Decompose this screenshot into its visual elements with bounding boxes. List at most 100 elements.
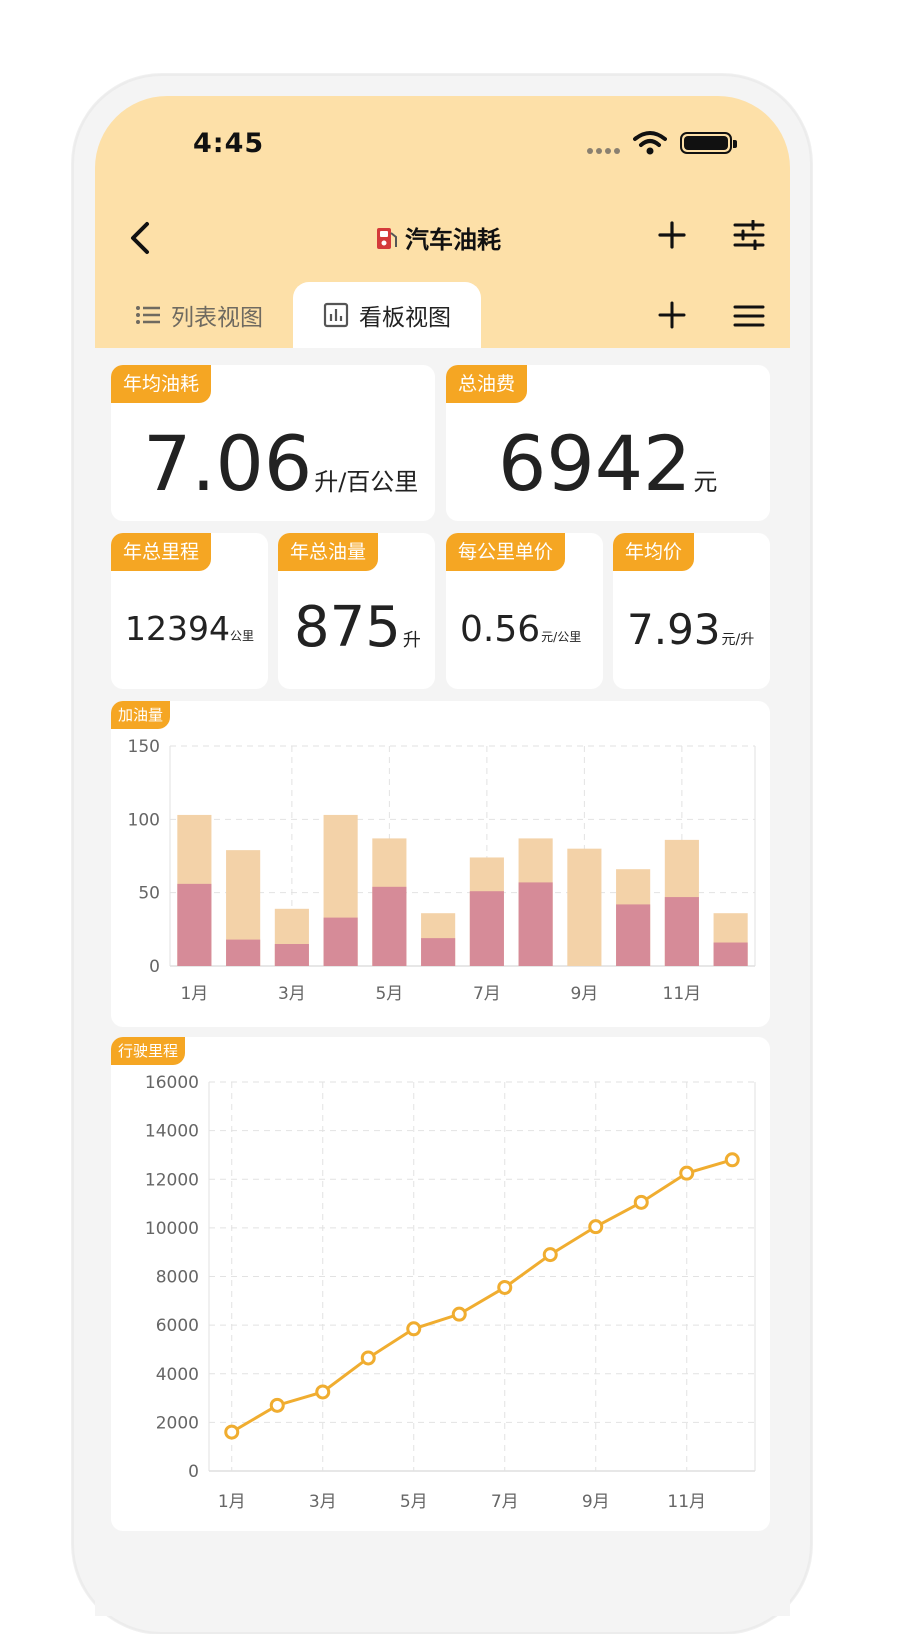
tab-list-view[interactable]: 列表视图 [135,282,263,348]
total-fuel-label: 年总油量 [278,533,379,571]
bar-part [616,904,651,966]
y-tick-label: 8000 [156,1268,199,1288]
y-tick-label: 4000 [156,1365,199,1385]
fuel-volume-chart-card: 加油量 0 50 100 150 1月 3月 5月 7月 9月 11月 [111,701,770,1027]
y-tick-label: 2000 [156,1413,199,1433]
mileage-line-chart: 0 2000 4000 6000 8000 10000 12000 14000 16000 1月 3… [145,1073,756,1512]
fuel-pump-icon [377,227,397,249]
data-point [406,1321,422,1337]
total-cost-value: 6942 [498,419,692,508]
x-tick-label: 9月 [582,1492,610,1512]
avg-consumption-card: 年均油耗 7.06 升/百公里 [111,365,435,521]
app-header: 4:45 汽车油耗 [95,96,790,348]
data-point [588,1219,604,1235]
cost-per-km-label: 每公里单价 [446,533,566,571]
total-fuel-card: 年总油量 875 升 [278,533,435,689]
avg-price-value-group: 7.93 元/升 [627,605,754,654]
x-tick-label: 1月 [218,1492,246,1512]
cost-per-km-card: 每公里单价 0.56 元/公里 [446,533,603,689]
data-point [451,1306,467,1322]
bar-part [274,944,309,966]
fuel-volume-bar-chart: 0 50 100 150 1月 3月 5月 7月 9月 11月 [128,737,756,1004]
avg-consumption-unit: 升/百公里 [314,468,419,496]
bar-part [469,891,504,966]
menu-icon[interactable] [733,304,765,328]
bar-part [713,942,748,966]
cost-per-km-value: 0.56 [460,609,541,650]
y-tick-label: 6000 [156,1316,199,1336]
x-tick-label: 3月 [309,1492,337,1512]
x-tick-label: 7月 [491,1492,519,1512]
total-mileage-value: 12394 [125,609,230,648]
add-record-icon[interactable] [658,301,686,329]
x-tick-label: 5月 [400,1492,428,1512]
data-point [269,1397,285,1413]
app-screen: 4:45 汽车油耗 [95,96,790,1616]
y-tick-label: 0 [188,1462,199,1482]
filter-sliders-icon[interactable] [733,220,765,250]
avg-price-value: 7.93 [627,605,721,654]
data-point [497,1279,513,1295]
y-tick-label: 100 [128,810,160,830]
avg-consumption-value-group: 7.06 升/百公里 [143,419,418,508]
avg-price-card: 年均价 7.93 元/升 [613,533,770,689]
bar-part [664,897,699,966]
y-tick-label: 0 [149,957,160,977]
data-point [224,1424,240,1440]
total-cost-unit: 元 [693,468,718,496]
add-icon[interactable] [657,220,687,250]
y-tick-label: 10000 [145,1219,199,1239]
total-mileage-unit: 公里 [229,629,254,643]
total-cost-card: 总油费 6942 元 [446,365,770,521]
total-fuel-value-group: 875 升 [294,595,421,660]
total-cost-label: 总油费 [446,365,528,403]
battery-icon [680,132,737,154]
total-mileage-label: 年总里程 [111,533,212,571]
x-tick-label: 7月 [473,984,501,1004]
y-tick-label: 14000 [145,1122,199,1142]
y-tick-label: 12000 [145,1170,199,1190]
y-tick-label: 150 [128,737,160,757]
bar-total [567,848,602,966]
tab-board-label: 看板视图 [359,305,451,331]
bar-part [518,882,553,966]
back-icon[interactable] [125,220,155,256]
x-tick-label: 1月 [180,984,208,1004]
data-point [724,1152,740,1168]
tab-board-view[interactable]: 看板视图 [293,282,481,348]
avg-price-unit: 元/升 [721,632,755,648]
avg-consumption-label: 年均油耗 [111,365,212,403]
mileage-chart-title: 行驶里程 [111,1037,186,1065]
x-tick-label: 3月 [278,984,306,1004]
bar-part [421,938,456,966]
tab-list-label: 列表视图 [171,305,263,331]
x-tick-label: 5月 [375,984,403,1004]
total-fuel-value: 875 [294,595,401,660]
data-point [315,1384,331,1400]
bar-chart-icon [323,302,349,328]
status-time: 4:45 [193,128,265,159]
x-tick-label: 11月 [663,984,702,1004]
data-point [360,1350,376,1366]
mileage-chart-card: 行驶里程 0 2000 4000 6000 8000 10000 12000 14000 160… [111,1037,770,1531]
fuel-volume-chart-title: 加油量 [111,701,171,729]
total-mileage-card: 年总里程 12394 公里 [111,533,268,689]
signal-icon [587,148,620,154]
total-mileage-value-group: 12394 公里 [125,609,254,648]
bar-part [177,883,212,966]
cost-per-km-value-group: 0.56 元/公里 [460,609,581,650]
bar-part [372,886,407,966]
wifi-icon [633,131,667,155]
avg-consumption-value: 7.06 [143,419,313,508]
cost-per-km-unit: 元/公里 [541,630,582,644]
y-tick-label: 50 [138,884,160,904]
x-tick-label: 9月 [570,984,598,1004]
mileage-line [230,1158,733,1434]
data-point [633,1194,649,1210]
data-point [679,1165,695,1181]
avg-price-label: 年均价 [613,533,695,571]
x-tick-label: 11月 [667,1492,706,1512]
page-title: 汽车油耗 [375,220,501,255]
title-text: 汽车油耗 [405,226,501,254]
list-icon [136,306,160,324]
